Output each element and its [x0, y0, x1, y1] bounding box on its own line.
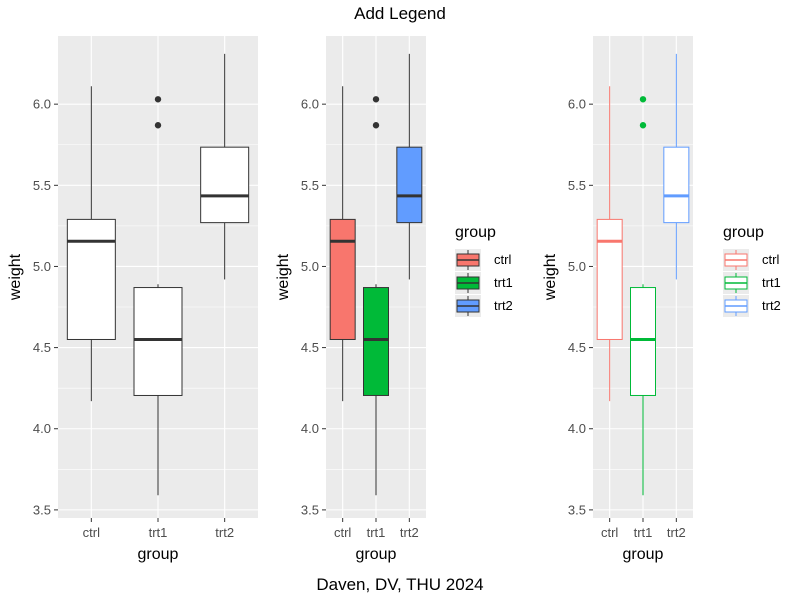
y-tick-label: 4.5 [568, 340, 586, 355]
y-axis-title: weight [7, 253, 24, 301]
x-tick-label: trt1 [149, 525, 168, 540]
x-tick-label: trt2 [400, 525, 419, 540]
x-tick-label: trt1 [367, 525, 386, 540]
legend-label-ctrl: ctrl [762, 252, 779, 267]
x-axis-title: group [356, 546, 397, 563]
legend-label-trt1: trt1 [762, 275, 781, 290]
y-tick-label: 5.5 [33, 178, 51, 193]
outlier-point [154, 96, 162, 103]
x-tick-label: ctrl [601, 525, 618, 540]
y-tick-label: 3.5 [568, 502, 586, 517]
boxplot-panel-1: 3.5 4.0 4.5 5.0 5.5 6.0 ctrl trt1 trt2 group weigh… [7, 36, 258, 563]
y-tick-label: 6.0 [301, 97, 319, 112]
x-tick-label: ctrl [334, 525, 351, 540]
y-tick-label: 6.0 [568, 97, 586, 112]
legend-title: group [455, 224, 496, 241]
x-tick-label: ctrl [83, 525, 100, 540]
legend-title: group [723, 224, 764, 241]
y-tick-label: 4.0 [301, 421, 319, 436]
outlier-point [372, 122, 380, 129]
y-axis-title: weight [275, 253, 292, 301]
y-tick-label: 5.0 [568, 259, 586, 274]
legend-label-trt2: trt2 [494, 298, 513, 313]
legend-label-ctrl: ctrl [494, 252, 511, 267]
y-tick-label: 4.5 [301, 340, 319, 355]
x-tick-label: trt1 [634, 525, 653, 540]
y-tick-label: 5.0 [33, 259, 51, 274]
box-trt2 [200, 146, 250, 224]
y-tick-label: 5.5 [301, 178, 319, 193]
box-trt2 [396, 146, 423, 224]
x-axis-title: group [623, 546, 664, 563]
x-axis-title: group [138, 546, 179, 563]
outlier-point [154, 122, 162, 129]
y-tick-label: 5.0 [301, 259, 319, 274]
box-ctrl [66, 218, 116, 340]
y-tick-label: 6.0 [33, 97, 51, 112]
box-trt2 [663, 146, 690, 224]
box-trt1 [133, 287, 183, 396]
y-tick-label: 3.5 [301, 502, 319, 517]
y-tick-label: 3.5 [33, 502, 51, 517]
box-ctrl [596, 218, 623, 340]
figure-caption: Daven, DV, THU 2024 [316, 575, 484, 594]
outlier-point [372, 96, 380, 103]
x-tick-label: trt2 [667, 525, 686, 540]
figure-title: Add Legend [354, 4, 446, 23]
legend-label-trt2: trt2 [762, 298, 781, 313]
outlier-point [639, 122, 647, 129]
y-tick-label: 4.0 [568, 421, 586, 436]
y-tick-label: 5.5 [568, 178, 586, 193]
y-tick-label: 4.5 [33, 340, 51, 355]
box-trt1 [630, 287, 656, 396]
legend-label-trt1: trt1 [494, 275, 513, 290]
y-tick-label: 4.0 [33, 421, 51, 436]
box-ctrl [329, 218, 356, 340]
box-trt1 [363, 287, 389, 396]
x-tick-label: trt2 [215, 525, 234, 540]
outlier-point [639, 96, 647, 103]
y-axis-title: weight [542, 253, 559, 301]
